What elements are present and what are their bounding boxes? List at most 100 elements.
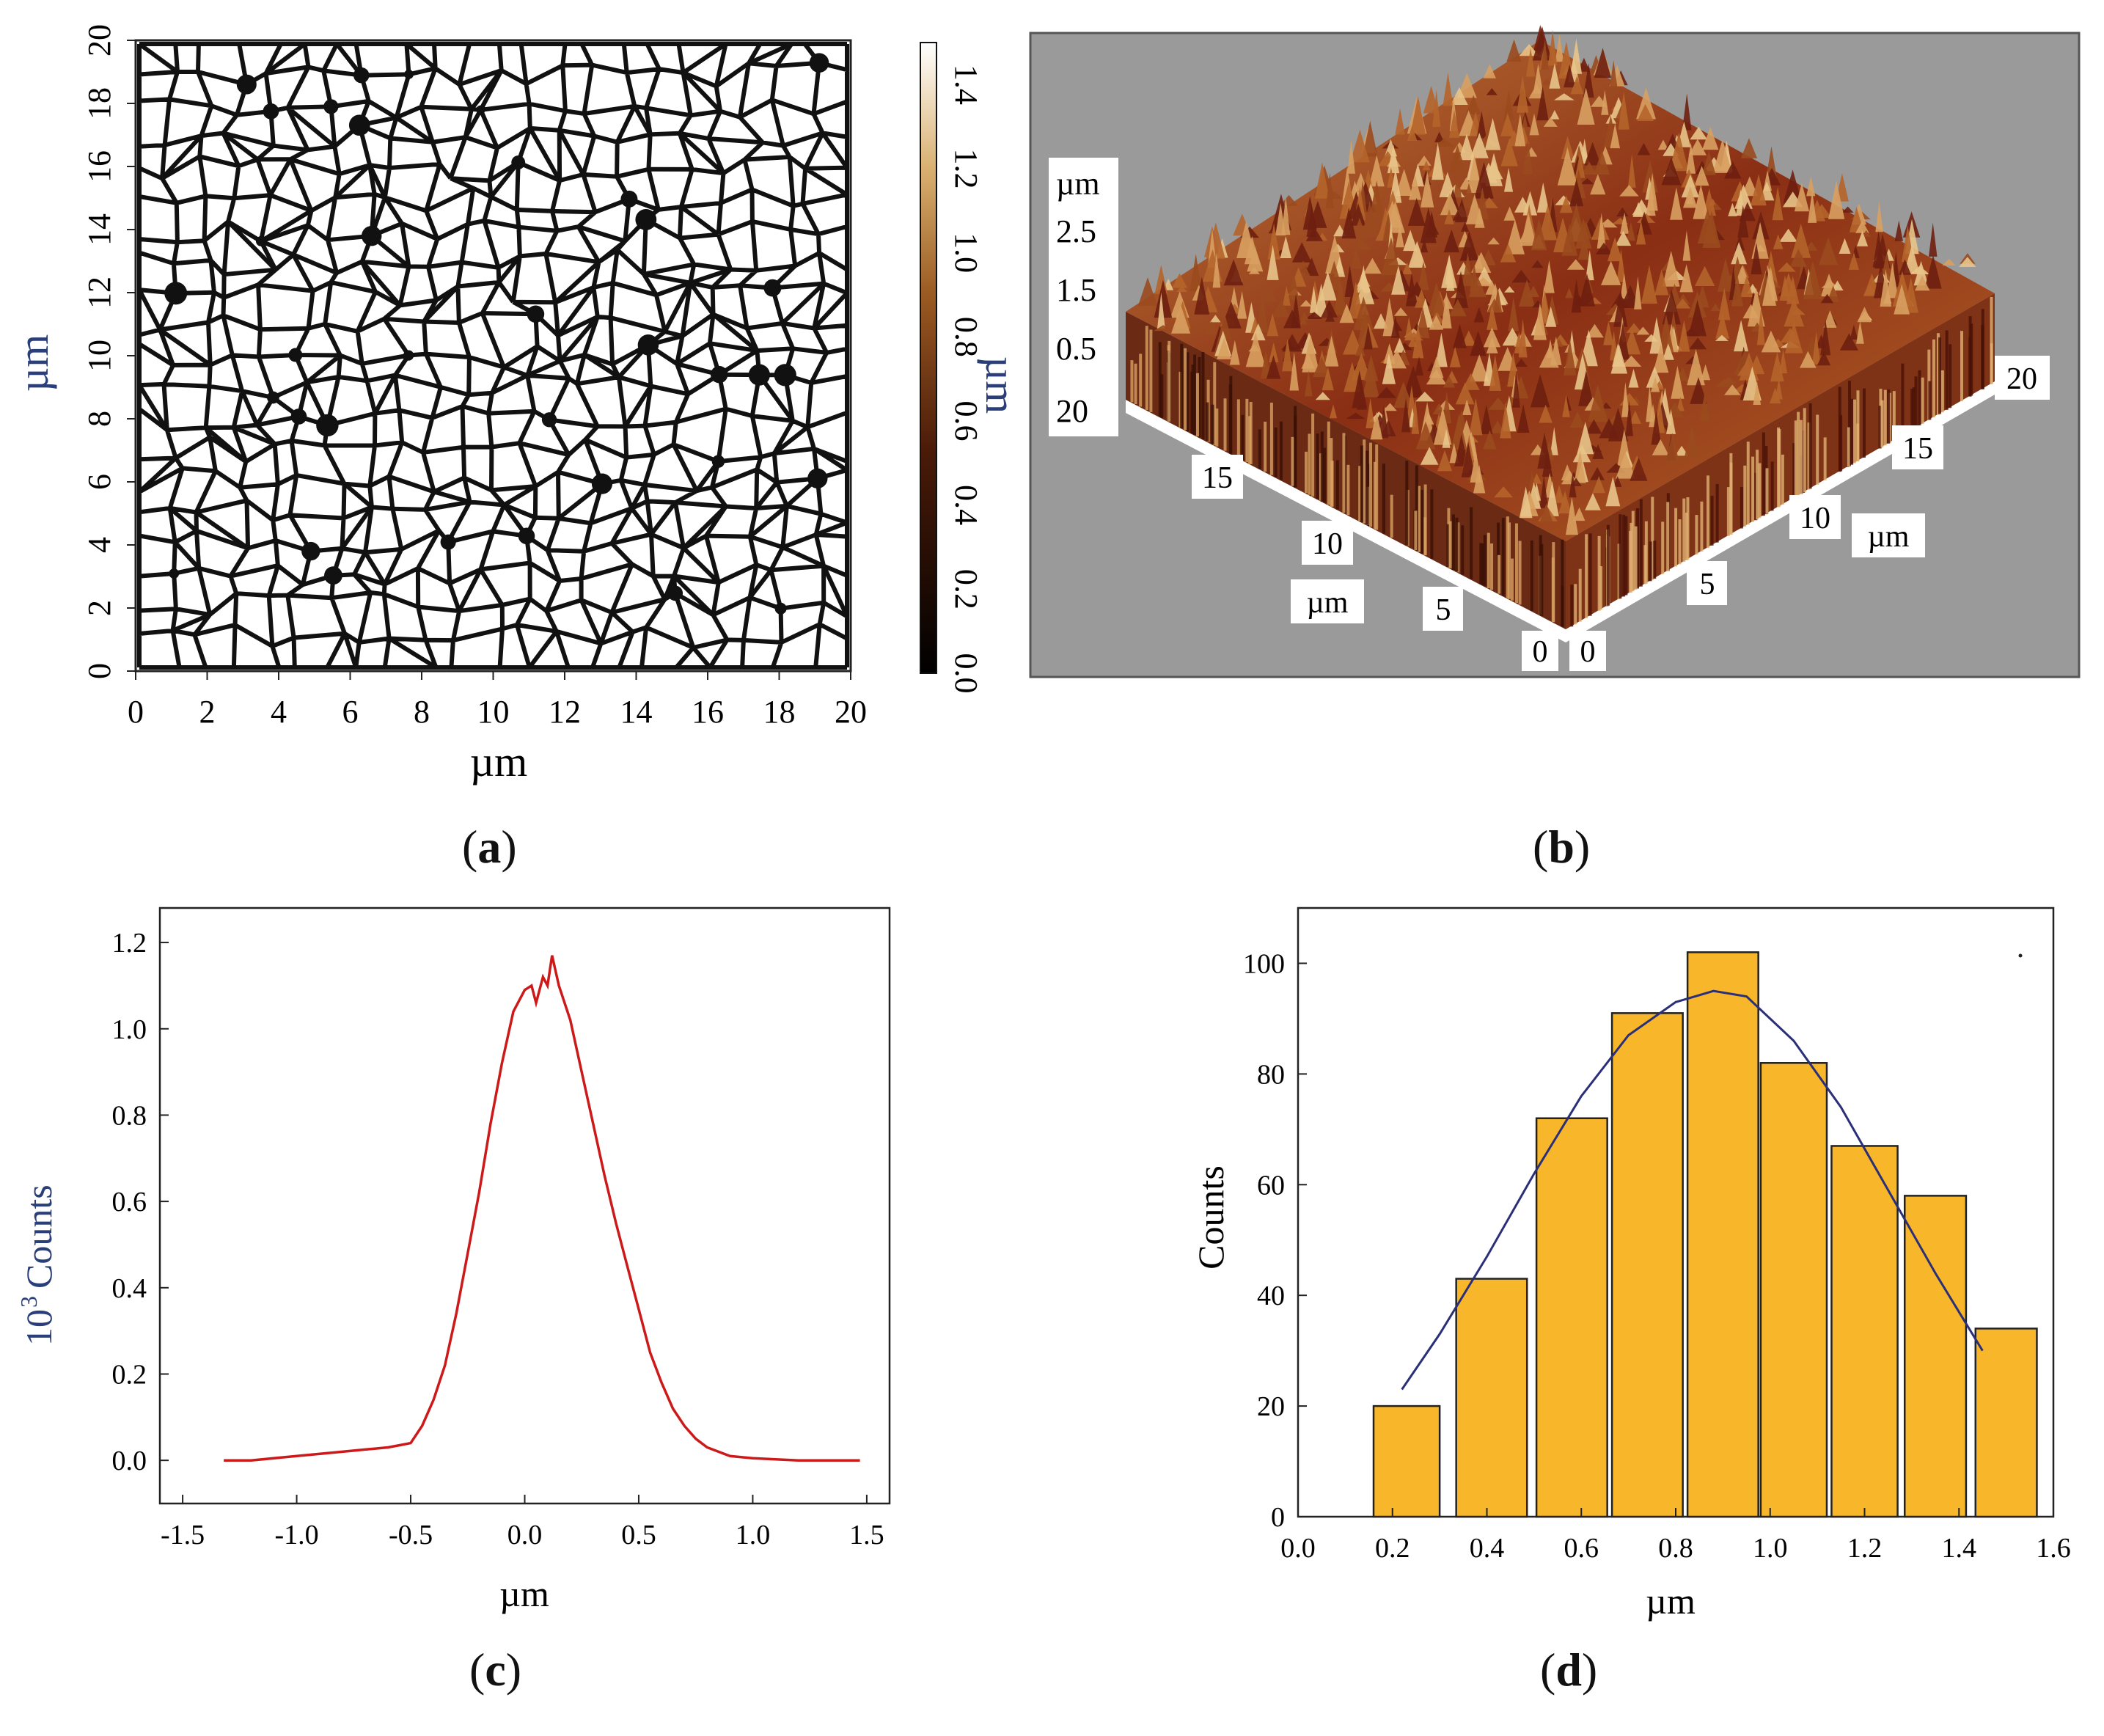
surface-peak [1432, 89, 1441, 127]
surface-peak [1626, 221, 1635, 241]
surface-peak [1412, 323, 1424, 359]
right-wall-ridge [1928, 381, 1932, 420]
histogram-bar [1455, 1278, 1528, 1518]
surface-peak [1634, 276, 1642, 310]
surface-peak [1712, 139, 1733, 173]
surface-peak [1924, 254, 1942, 289]
right-wall-ridge [1850, 398, 1854, 465]
histogram-bar [1686, 951, 1759, 1518]
panel-d-y-label: Counts [1190, 1165, 1231, 1270]
right-wall-ridge [1901, 363, 1905, 436]
surface-peak [1670, 187, 1683, 220]
surface-peak [1493, 287, 1503, 313]
left-wall-ridge [1470, 507, 1473, 579]
surface-peak [1518, 318, 1528, 358]
surface-peak [1539, 404, 1553, 423]
grain-junction [476, 105, 485, 114]
surface-peak [1420, 207, 1437, 243]
grain-boundaries [137, 42, 849, 670]
colorbar-tick-label: 0.2 [948, 569, 984, 609]
surface-peak [1621, 381, 1630, 417]
surface-peak [1613, 289, 1628, 327]
panel-c-x-label: µm [499, 1573, 549, 1614]
right-wall-ridge [1643, 545, 1647, 585]
surface-peak [1855, 220, 1869, 233]
surface-peak [1448, 144, 1467, 175]
surface-peak [1454, 168, 1462, 199]
surface-peak [1190, 254, 1202, 291]
grain-junction [290, 409, 307, 425]
right-wall-ridge [1797, 411, 1800, 496]
surface-peak [1662, 289, 1681, 325]
right-wall-ridge [1634, 526, 1638, 590]
surface-peak [1434, 131, 1445, 142]
right-wall-ridge [1606, 524, 1610, 606]
surface-peak [1461, 441, 1476, 477]
surface-peak [1539, 475, 1548, 508]
surface-peak [1701, 364, 1711, 381]
surface-peak [1681, 174, 1699, 198]
right-wall-ridge [1921, 377, 1924, 425]
panel-c-plot-frame [158, 907, 891, 1505]
surface-peak [1456, 73, 1477, 98]
surface-peak [1710, 303, 1720, 312]
panel-a-x-tick-label: 18 [763, 694, 796, 730]
surface-peak [1530, 374, 1550, 408]
left-axis-ticks: 15 10 5 0 µm [1192, 455, 1558, 671]
right-wall-ridge [1597, 535, 1601, 611]
surface-peak [1715, 378, 1734, 388]
surface-peak [1500, 403, 1511, 439]
left-wall-ridge [1483, 535, 1487, 587]
surface-peak [1531, 219, 1547, 251]
surface-peak [1629, 411, 1641, 424]
surface-peak [1444, 209, 1454, 224]
surface-peak [1903, 277, 1918, 313]
surface-peak [1248, 267, 1260, 274]
surface-peak [1570, 76, 1584, 95]
surface-peak [1476, 111, 1487, 139]
surface-peak [1454, 271, 1468, 308]
surface-peak [1441, 254, 1457, 288]
surface-peak [1370, 411, 1383, 440]
panel-a-x-tick-label: 10 [477, 694, 510, 730]
left-wall-ridge [1195, 373, 1199, 437]
panel-a-y-label: µm [10, 334, 57, 392]
surface-peak [1610, 123, 1620, 149]
left-wall-ridge [1561, 539, 1564, 627]
surface-peak [1176, 285, 1188, 292]
surface-peak [1693, 184, 1709, 219]
left-wall-ridge [1421, 490, 1424, 554]
right-wall-ridge [1666, 502, 1670, 571]
right-wall-ridge [1729, 462, 1733, 535]
panel-d-y-tick-label: 80 [1257, 1059, 1285, 1090]
panel-d-y-tick-label: 60 [1257, 1170, 1285, 1201]
right-wall-ridge [1799, 420, 1803, 494]
surface-peak [1724, 384, 1741, 395]
surface-peak [1848, 252, 1859, 270]
surface-peak [1432, 142, 1444, 180]
panel-a-afm-2d: 0 2 4 6 8 10 12 14 16 18 20 0 2 4 6 8 10 12 14 16 18 20 µm µ… [10, 24, 1024, 785]
surface-peak [1571, 103, 1581, 117]
left-wall-ridge [1539, 535, 1542, 616]
right-wall-ridge [1912, 387, 1916, 429]
surface-peak [1683, 186, 1698, 208]
panel-c-x-tick-label: -1.0 [274, 1520, 318, 1550]
surface-peak [1137, 277, 1158, 306]
surface-peak [1679, 264, 1693, 293]
grain-junction [361, 225, 382, 246]
panel-a-y-tick-label: 2 [81, 600, 117, 616]
surface-peak [1366, 398, 1375, 428]
surface-peak [1261, 351, 1272, 379]
right-wall-ridge [1823, 437, 1827, 480]
surface-peak [1209, 315, 1221, 323]
right-wall-ridge [1853, 399, 1857, 464]
surface-peak [1407, 125, 1418, 141]
left-wall-ridge [1330, 461, 1334, 507]
surface-peak [1390, 315, 1400, 338]
grain-junction [316, 414, 339, 437]
surface-peak [1538, 205, 1558, 241]
panel-c-y-label: 10 3 Counts [15, 1184, 59, 1346]
surface-peak [1393, 337, 1406, 353]
surface-peak [1512, 370, 1520, 408]
